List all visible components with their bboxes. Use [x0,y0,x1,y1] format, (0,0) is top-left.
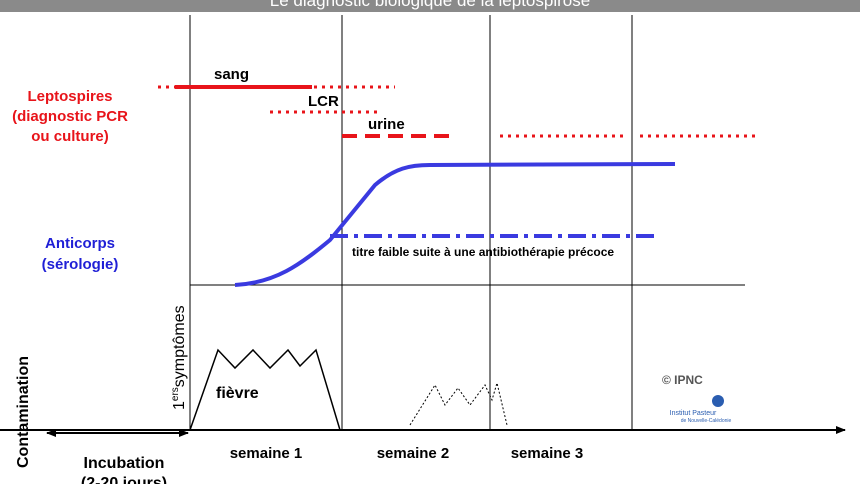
contamination-label: Contamination [15,356,32,468]
fever-label: fièvre [216,385,259,402]
fever-curve [189,348,341,431]
anticorps-label: Anticorps [45,235,115,252]
week-label: semaine 2 [377,445,450,462]
copyright: © IPNC [662,373,703,387]
incubation-range: (2-20 jours) [81,475,167,484]
urine-label: urine [368,116,405,133]
leptospires-label: ou culture) [31,128,109,145]
incubation-label: Incubation [84,455,165,472]
antibody-curve [234,162,676,287]
anticorps-label: (sérologie) [42,256,119,273]
antibody-note: titre faible suite à une antibiothérapie… [352,245,614,259]
institute-sub: de Nouvelle-Calédonie [681,418,732,424]
sang-label: sang [214,66,249,83]
symptoms-sup: ers [170,387,181,401]
title: Le diagnostic biologique de la leptospir… [270,0,590,10]
week-label: semaine 1 [230,445,303,462]
week-label: semaine 3 [511,445,584,462]
symptoms-text: symptômes [171,305,188,387]
leptospires-label: (diagnostic PCR [12,108,128,125]
symptoms-label: 1erssymptômes [170,305,188,410]
institute: Institut Pasteur [670,410,717,417]
title-bar [0,0,860,12]
fever-relapse [409,381,508,426]
lcr-label: LCR [308,93,339,110]
leptospires-label: Leptospires [27,88,112,105]
logo [712,395,724,407]
symptoms-number: 1 [171,401,188,410]
